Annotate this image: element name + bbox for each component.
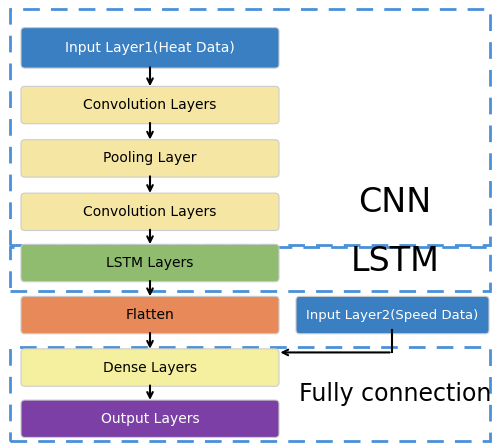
Text: Convolution Layers: Convolution Layers <box>84 98 216 112</box>
FancyBboxPatch shape <box>21 244 279 282</box>
FancyBboxPatch shape <box>21 140 279 177</box>
Bar <box>10 347 490 441</box>
Text: Fully connection: Fully connection <box>299 382 491 406</box>
FancyBboxPatch shape <box>21 296 279 334</box>
Bar <box>10 247 490 291</box>
Bar <box>10 9 490 245</box>
FancyBboxPatch shape <box>21 193 279 231</box>
Text: Dense Layers: Dense Layers <box>103 360 197 375</box>
Text: Flatten: Flatten <box>126 308 174 322</box>
FancyBboxPatch shape <box>296 296 489 334</box>
FancyBboxPatch shape <box>21 28 279 68</box>
FancyBboxPatch shape <box>21 400 279 437</box>
Text: Convolution Layers: Convolution Layers <box>84 205 216 219</box>
Text: Pooling Layer: Pooling Layer <box>104 151 197 166</box>
FancyBboxPatch shape <box>21 86 279 124</box>
Text: Output Layers: Output Layers <box>100 412 200 426</box>
FancyBboxPatch shape <box>21 349 279 386</box>
Text: LSTM: LSTM <box>350 245 440 278</box>
Text: Input Layer2(Speed Data): Input Layer2(Speed Data) <box>306 308 478 322</box>
Text: CNN: CNN <box>358 186 432 219</box>
Text: Input Layer1(Heat Data): Input Layer1(Heat Data) <box>65 41 235 55</box>
Text: LSTM Layers: LSTM Layers <box>106 256 194 270</box>
